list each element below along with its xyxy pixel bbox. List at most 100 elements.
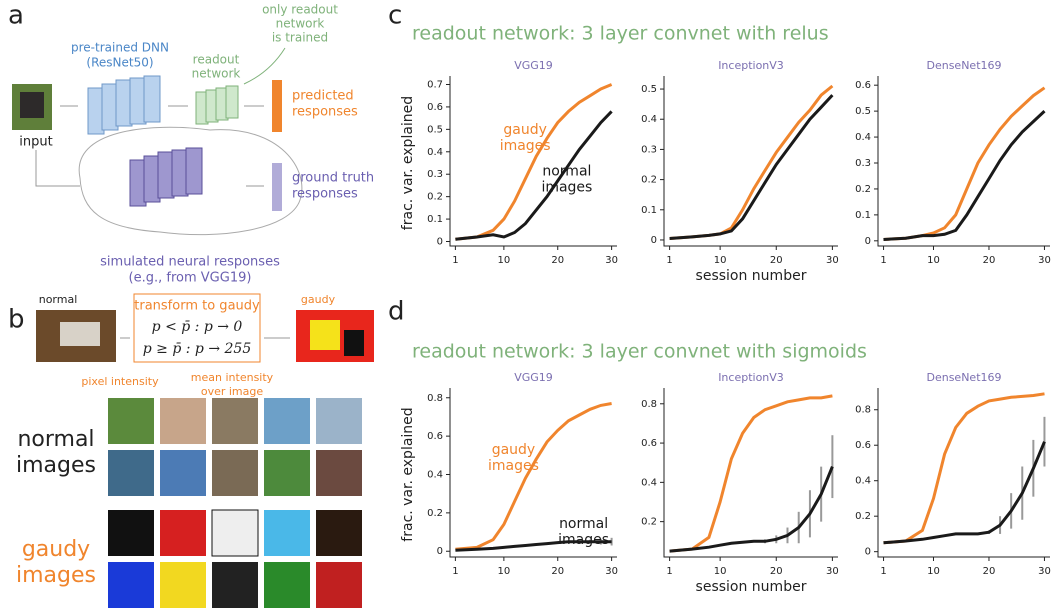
y-tick-label: 0.8 [641, 399, 657, 410]
label: readout [193, 53, 240, 67]
label: gaudy [22, 537, 90, 562]
panel-label: c [388, 1, 402, 31]
label: pixel intensity [81, 375, 159, 388]
series-line [884, 442, 1045, 543]
section-title: readout network: 3 layer convnet with re… [412, 23, 829, 45]
label: images [16, 563, 96, 588]
y-tick-label: 0.5 [427, 124, 443, 135]
x-tick-label: 1 [666, 255, 672, 266]
section-title: readout network: 3 layer convnet with si… [412, 341, 867, 363]
chart-title: InceptionV3 [718, 371, 784, 384]
label: ground truth [292, 171, 374, 186]
diagram-b: normal transform to gaudy p < p̄ : p → 0… [16, 293, 374, 608]
series-label: images [488, 458, 539, 474]
y-tick-label: 0.1 [641, 205, 657, 216]
y-tick-label: 0.8 [427, 393, 443, 404]
y-tick-label: 0.4 [427, 147, 443, 158]
y-tick-label: 0.2 [641, 517, 657, 528]
x-tick-label: 30 [1038, 566, 1051, 577]
x-axis-label: session number [696, 579, 807, 595]
y-axis-label: frac. var. explained [400, 96, 416, 230]
image-detail [310, 320, 340, 350]
brain-layers [130, 148, 202, 206]
y-tick-label: 0.6 [855, 440, 871, 451]
y-tick-label: 0.6 [427, 102, 443, 113]
x-tick-label: 30 [826, 566, 839, 577]
y-tick-label: 0.2 [855, 511, 871, 522]
label: normal [17, 427, 94, 452]
x-tick-label: 10 [927, 566, 940, 577]
series-label: normal [542, 163, 591, 179]
x-tick-label: 20 [551, 566, 564, 577]
x-tick-label: 20 [770, 566, 783, 577]
label: images [16, 453, 96, 478]
y-tick-label: 0.2 [427, 192, 443, 203]
label: network [192, 67, 241, 81]
series-line [670, 467, 833, 551]
arrow [36, 150, 80, 186]
truth-bar [272, 163, 282, 211]
label: transform to gaudy [134, 299, 260, 314]
y-tick-label: 0 [651, 235, 657, 246]
chart-title: DenseNet169 [926, 371, 1001, 384]
y-tick-label: 0.6 [855, 80, 871, 91]
series-line [884, 394, 1045, 543]
y-tick-label: 0.4 [855, 132, 871, 143]
y-tick-label: 0.6 [427, 431, 443, 442]
label: (ResNet50) [86, 56, 153, 70]
x-tick-label: 30 [826, 255, 839, 266]
x-tick-label: 10 [498, 255, 511, 266]
x-tick-label: 1 [880, 255, 886, 266]
y-tick-label: 0 [437, 546, 443, 557]
chart-title: DenseNet169 [926, 59, 1001, 72]
axis [878, 388, 1050, 557]
label: over image [201, 385, 264, 398]
x-tick-label: 10 [714, 566, 727, 577]
panel-label: d [388, 297, 405, 327]
series-label: images [541, 179, 592, 195]
y-tick-label: 0.3 [427, 169, 443, 180]
y-tick-label: 0.1 [855, 210, 871, 221]
readout-layers [196, 86, 238, 124]
y-tick-label: 0.7 [427, 79, 443, 90]
panel-label: b [8, 305, 25, 335]
chart-title: InceptionV3 [718, 59, 784, 72]
label: is trained [272, 31, 328, 45]
x-tick-label: 10 [927, 255, 940, 266]
x-tick-label: 10 [498, 566, 511, 577]
y-tick-label: 0.2 [855, 184, 871, 195]
x-axis-label: session number [696, 268, 807, 284]
series-line [670, 86, 833, 239]
y-tick-label: 0.2 [427, 508, 443, 519]
image-detail [344, 330, 364, 356]
y-tick-label: 0.6 [641, 438, 657, 449]
label: gaudy [301, 293, 336, 306]
y-tick-label: 0.5 [641, 84, 657, 95]
x-tick-label: 20 [983, 566, 996, 577]
y-tick-label: 0.3 [641, 144, 657, 155]
dog [20, 92, 44, 118]
y-tick-label: 0.4 [641, 477, 657, 488]
series-line [455, 85, 611, 240]
x-tick-label: 1 [666, 566, 672, 577]
axis [664, 388, 838, 557]
y-tick-label: 0.1 [427, 214, 443, 225]
x-tick-label: 20 [770, 255, 783, 266]
y-tick-label: 0.8 [855, 405, 871, 416]
predicted-bar [272, 80, 282, 132]
series-line [670, 95, 833, 238]
diagram-a: pre-trained DNN (ResNet50) readout netwo… [12, 3, 374, 286]
label: input [19, 135, 52, 150]
y-tick-label: 0 [865, 547, 871, 558]
thumbnails [108, 398, 362, 608]
x-tick-label: 1 [452, 255, 458, 266]
y-tick-label: 0.4 [641, 114, 657, 125]
label: responses [292, 187, 358, 202]
note-arrow [244, 48, 285, 84]
dnn-layers [88, 76, 160, 134]
series-line [670, 396, 833, 551]
label: responses [292, 105, 358, 120]
label: only readout [262, 3, 338, 17]
chart-title: VGG19 [514, 371, 553, 384]
label: pre-trained DNN [71, 41, 169, 55]
